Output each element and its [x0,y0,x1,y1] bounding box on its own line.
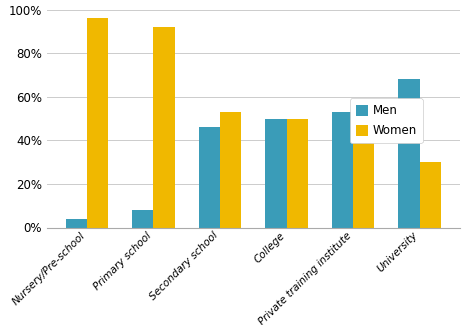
Bar [220,112,241,228]
Bar [265,119,287,228]
Bar [353,127,374,228]
Bar [332,112,353,228]
Bar [398,79,420,228]
Bar [87,19,108,227]
Bar [199,127,220,228]
Bar [420,162,441,228]
Bar [132,210,153,228]
Bar [287,119,308,228]
Bar [153,27,175,228]
Legend: Men, Women: Men, Women [350,98,423,143]
Bar [66,219,87,228]
